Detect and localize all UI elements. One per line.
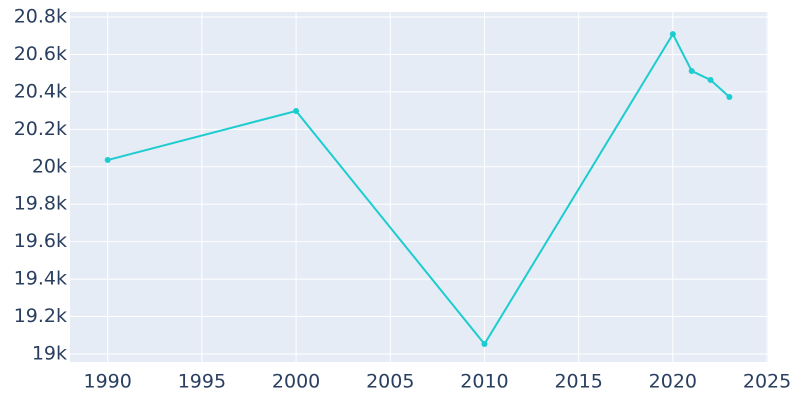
x-tick-label: 2015 [554,371,602,393]
marker [726,93,733,100]
y-tick-label: 20k [32,155,67,177]
x-tick-label: 2010 [460,371,508,393]
y-tick-label: 19.4k [14,268,67,290]
marker [688,67,695,74]
x-tick-label: 1990 [83,371,131,393]
x-tick-label: 2005 [366,371,414,393]
y-tick-label: 20.8k [14,6,67,28]
y-tick-label: 19.8k [14,193,67,215]
marker [669,31,676,38]
marker [104,157,111,164]
y-tick-label: 19.6k [14,230,67,252]
x-tick-label: 1995 [178,371,226,393]
x-tick-label: 2025 [743,371,791,393]
y-tick-label: 19k [32,342,67,364]
y-tick-label: 20.4k [14,80,67,102]
x-tick-label: 2020 [649,371,697,393]
plot-area [70,12,768,362]
marker [293,108,300,115]
y-tick-label: 20.6k [14,43,67,65]
x-tick-label: 2000 [272,371,320,393]
marker [707,76,714,83]
marker [481,341,488,348]
y-tick-label: 20.2k [14,118,67,140]
y-tick-label: 19.2k [14,305,67,327]
